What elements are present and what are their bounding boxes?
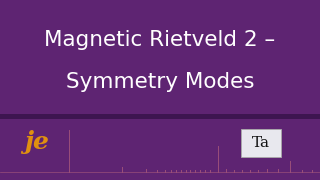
FancyBboxPatch shape xyxy=(241,129,281,157)
Text: Ta: Ta xyxy=(252,136,270,150)
Text: Symmetry Modes: Symmetry Modes xyxy=(66,72,254,92)
Bar xyxy=(0,114,320,119)
Text: Magnetic Rietveld 2 –: Magnetic Rietveld 2 – xyxy=(44,30,276,50)
Text: je: je xyxy=(24,130,49,154)
